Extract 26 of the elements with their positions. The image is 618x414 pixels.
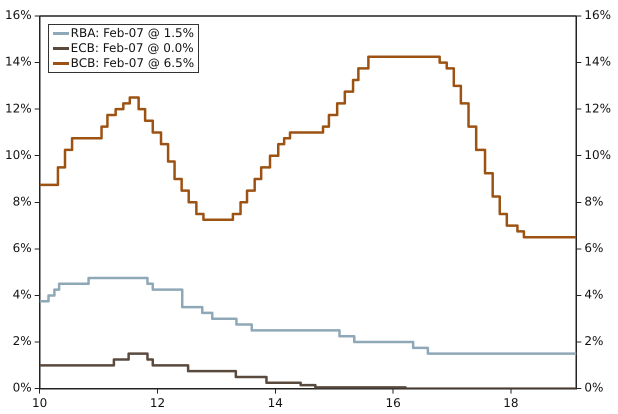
y2-tick-label: 8%	[584, 194, 604, 208]
y-tick-label: 14%	[5, 54, 32, 69]
y2-tick-label: 16%	[584, 8, 611, 22]
y2-tick-label: 12%	[584, 101, 611, 116]
x-tick-label: 12	[150, 396, 166, 410]
x-tick-label: 10	[32, 396, 48, 410]
y-tick-label: 6%	[12, 241, 32, 255]
y2-tick-label: 10%	[584, 148, 611, 162]
y-tick-label: 10%	[5, 148, 32, 162]
legend-label: RBA: Feb-07 @ 1.5%	[70, 26, 194, 41]
y2-tick-label: 14%	[584, 54, 611, 69]
y2-tick-label: 0%	[584, 380, 604, 395]
x-tick-label: 16	[385, 396, 401, 410]
y-tick-label: 4%	[12, 288, 32, 302]
y2-tick-label: 4%	[584, 288, 604, 302]
y-tick-label: 2%	[12, 334, 32, 348]
legend-label: ECB: Feb-07 @ 0.0%	[70, 41, 194, 56]
y-tick-label: 12%	[5, 101, 32, 116]
y-tick-label: 16%	[5, 8, 32, 22]
y2-tick-label: 2%	[584, 334, 604, 348]
y-tick-label: 8%	[12, 194, 32, 208]
x-tick-label: 14	[268, 396, 283, 410]
y-tick-label: 0%	[12, 380, 32, 395]
x-tick-label: 18	[503, 396, 519, 410]
y2-tick-label: 6%	[584, 241, 604, 255]
legend-label: BCB: Feb-07 @ 6.5%	[70, 56, 194, 71]
